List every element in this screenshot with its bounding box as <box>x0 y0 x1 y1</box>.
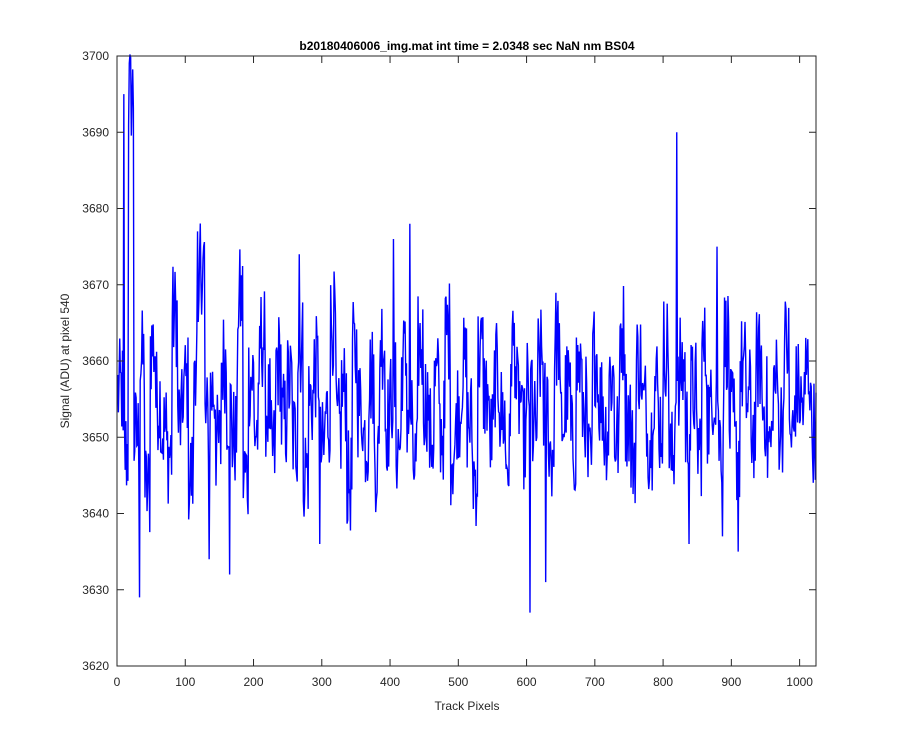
plot-layer <box>116 54 817 613</box>
y-tick-label: 3670 <box>82 278 109 292</box>
series-line <box>116 54 817 613</box>
y-tick-label: 3620 <box>82 659 109 673</box>
x-tick-label: 600 <box>517 675 537 689</box>
x-tick-label: 500 <box>448 675 468 689</box>
x-tick-label: 800 <box>653 675 673 689</box>
x-tick-label: 900 <box>721 675 741 689</box>
y-axis-title: Signal (ADU) at pixel 540 <box>58 293 72 428</box>
x-axis-title: Track Pixels <box>435 699 500 713</box>
axes-layer: 0 100 200 300 400 500 600 700 800 900 1000 3620 3630… <box>82 49 817 689</box>
chart-title: b20180406006_img.mat int time = 2.0348 s… <box>299 39 635 53</box>
y-tick-label: 3700 <box>82 49 109 63</box>
x-tick-label: 1000 <box>786 675 813 689</box>
y-tick-label: 3680 <box>82 202 109 216</box>
y-tick-label: 3650 <box>82 430 109 444</box>
y-tick-label: 3660 <box>82 354 109 368</box>
x-tick-label: 100 <box>175 675 195 689</box>
x-tick-label: 200 <box>244 675 264 689</box>
y-tick-label: 3630 <box>82 583 109 597</box>
x-tick-label: 400 <box>380 675 400 689</box>
x-tick-label: 700 <box>585 675 605 689</box>
y-tick-label: 3690 <box>82 125 109 139</box>
x-tick-label: 0 <box>114 675 121 689</box>
y-tick-label: 3640 <box>82 507 109 521</box>
x-tick-label: 300 <box>312 675 332 689</box>
